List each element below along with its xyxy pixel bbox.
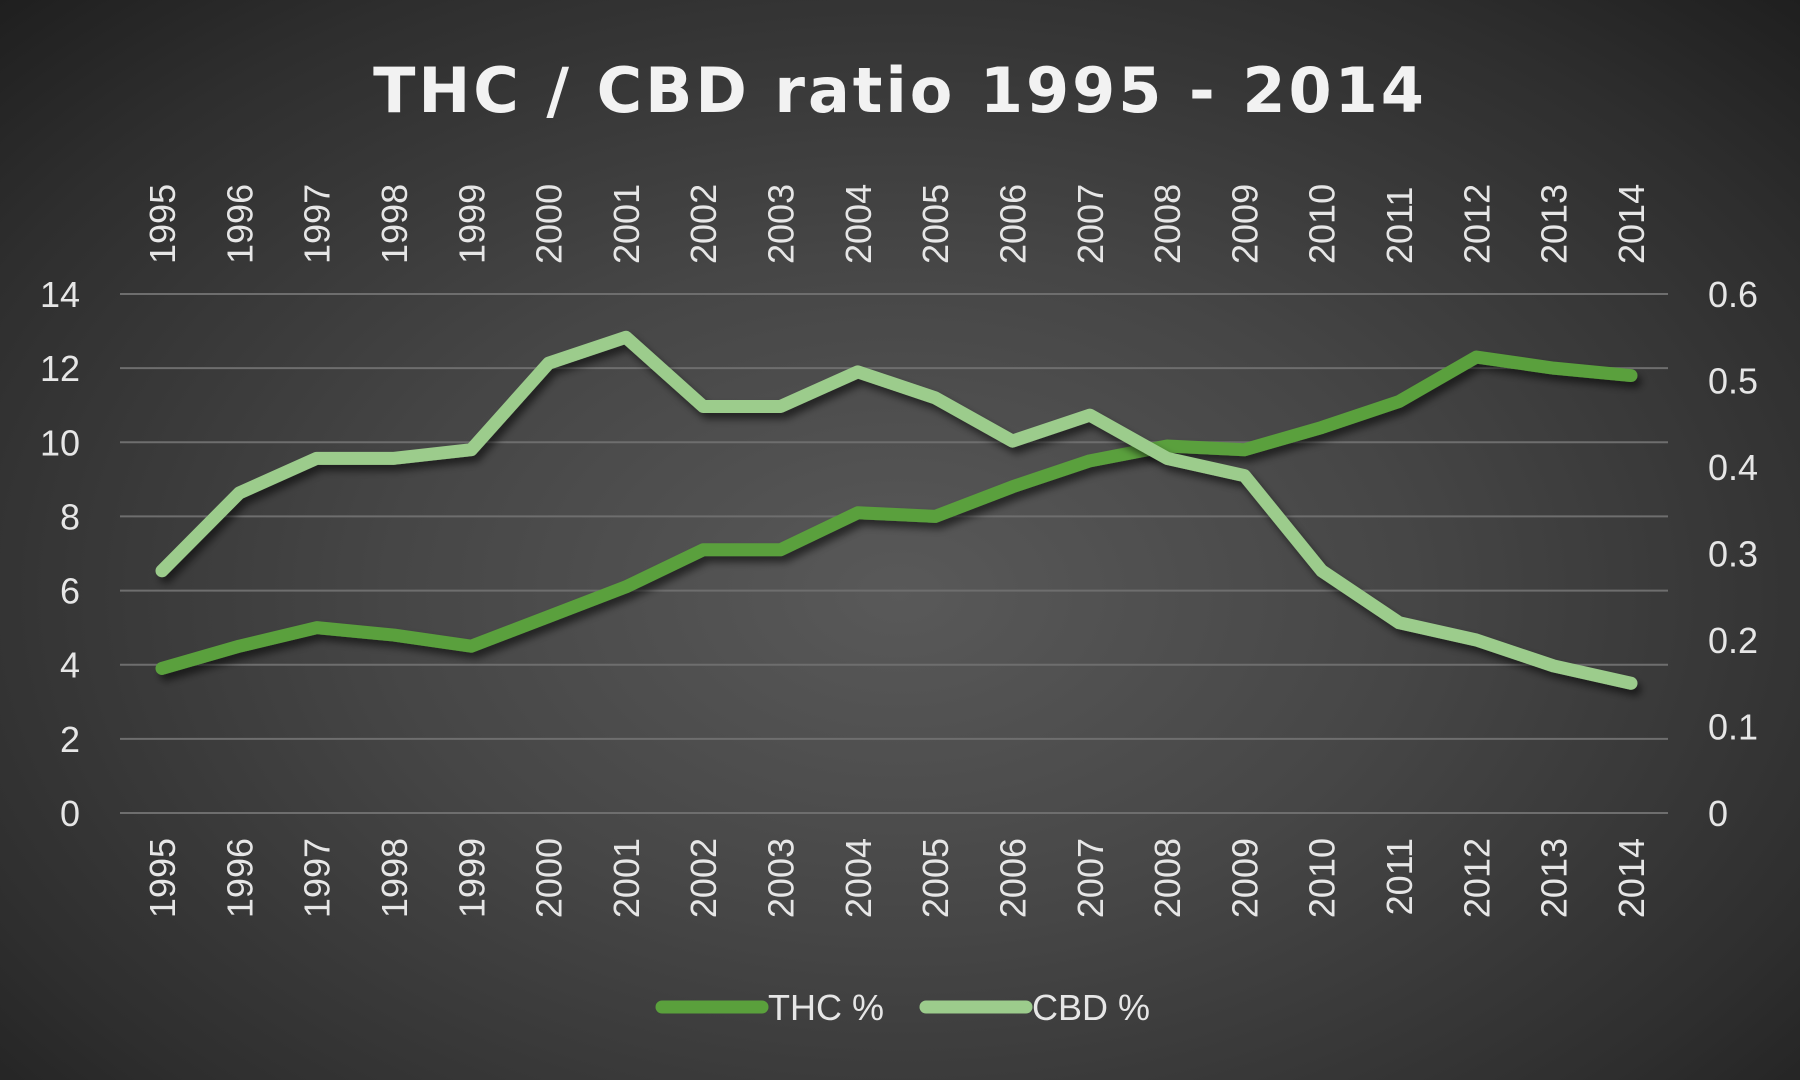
y-right-tick-label: 0.3 — [1708, 534, 1758, 575]
x-bottom-tick-label: 2003 — [761, 838, 802, 918]
x-bottom-tick-label: 1998 — [374, 838, 415, 918]
x-axis-bottom: 1995 1996 1997 1998 1999 2000 2001 2002 2003 2004… — [142, 838, 1652, 918]
legend-label: CBD % — [1032, 987, 1150, 1028]
x-top-tick-label: 2008 — [1147, 184, 1188, 264]
x-bottom-tick-label: 1995 — [142, 838, 183, 918]
y-left-tick-label: 6 — [60, 571, 80, 612]
x-top-tick-label: 2011 — [1379, 187, 1420, 264]
y-right-tick-label: 0.1 — [1708, 707, 1758, 748]
x-top-tick-label: 2003 — [761, 184, 802, 264]
y-right-tick-label: 0.6 — [1708, 274, 1758, 315]
series-line-cbd — [155, 330, 1638, 690]
x-bottom-tick-label: 2008 — [1147, 838, 1188, 918]
y-left-tick-label: 0 — [60, 793, 80, 834]
series-lines — [155, 330, 1638, 690]
series-line-thc — [155, 350, 1638, 675]
gridlines — [120, 293, 1668, 814]
y-left-tick-label: 2 — [60, 719, 80, 760]
x-bottom-tick-label: 2007 — [1070, 838, 1111, 918]
x-bottom-tick-label: 2005 — [915, 838, 956, 918]
x-bottom-tick-label: 2002 — [683, 838, 724, 918]
x-top-tick-label: 1996 — [219, 184, 260, 264]
legend: THC % CBD % — [655, 987, 1150, 1028]
x-axis-top: 1995 1996 1997 1998 1999 2000 2001 2002 2003 2004… — [142, 184, 1652, 264]
y-left-tick-label: 12 — [40, 348, 80, 389]
x-bottom-tick-label: 2001 — [606, 838, 647, 918]
y-right-tick-label: 0 — [1708, 793, 1728, 834]
x-bottom-tick-label: 1997 — [297, 838, 338, 918]
x-bottom-tick-label: 2006 — [992, 838, 1033, 918]
x-top-tick-label: 2006 — [992, 184, 1033, 264]
x-top-tick-label: 2001 — [606, 184, 647, 264]
x-top-tick-label: 1998 — [374, 184, 415, 264]
x-top-tick-label: 2005 — [915, 184, 956, 264]
x-top-tick-label: 1999 — [451, 184, 492, 264]
x-bottom-tick-label: 2014 — [1611, 838, 1652, 918]
y-right-tick-label: 0.2 — [1708, 620, 1758, 661]
x-top-tick-label: 2002 — [683, 184, 724, 264]
x-top-tick-label: 2000 — [529, 184, 570, 264]
chart-title: THC / CBD ratio 1995 - 2014 — [373, 54, 1427, 127]
x-top-tick-label: 2004 — [838, 184, 879, 264]
x-top-tick-label: 2009 — [1224, 184, 1265, 264]
x-top-tick-label: 2013 — [1534, 184, 1575, 264]
y-right-tick-label: 0.5 — [1708, 361, 1758, 402]
x-bottom-tick-label: 1999 — [451, 838, 492, 918]
y-axis-left: 0 2 4 6 8 10 12 14 — [40, 274, 80, 834]
y-left-tick-label: 10 — [40, 422, 80, 463]
legend-label: THC % — [768, 987, 884, 1028]
x-bottom-tick-label: 1996 — [219, 838, 260, 918]
x-bottom-tick-label: 2011 — [1379, 838, 1420, 915]
x-bottom-tick-label: 2010 — [1302, 838, 1343, 918]
y-axis-right: 0 0.1 0.2 0.3 0.4 0.5 0.6 — [1708, 274, 1758, 834]
y-left-tick-label: 4 — [60, 645, 80, 686]
x-top-tick-label: 2007 — [1070, 184, 1111, 264]
x-bottom-tick-label: 2013 — [1534, 838, 1575, 918]
x-top-tick-label: 1997 — [297, 184, 338, 264]
x-bottom-tick-label: 2000 — [529, 838, 570, 918]
x-bottom-tick-label: 2004 — [838, 838, 879, 918]
x-top-tick-label: 2010 — [1302, 184, 1343, 264]
x-bottom-tick-label: 2012 — [1456, 838, 1497, 918]
x-top-tick-label: 2012 — [1456, 184, 1497, 264]
x-top-tick-label: 1995 — [142, 184, 183, 264]
x-top-tick-label: 2014 — [1611, 184, 1652, 264]
y-right-tick-label: 0.4 — [1708, 447, 1758, 488]
y-left-tick-label: 8 — [60, 496, 80, 537]
x-bottom-tick-label: 2009 — [1224, 838, 1265, 918]
y-left-tick-label: 14 — [40, 274, 80, 315]
